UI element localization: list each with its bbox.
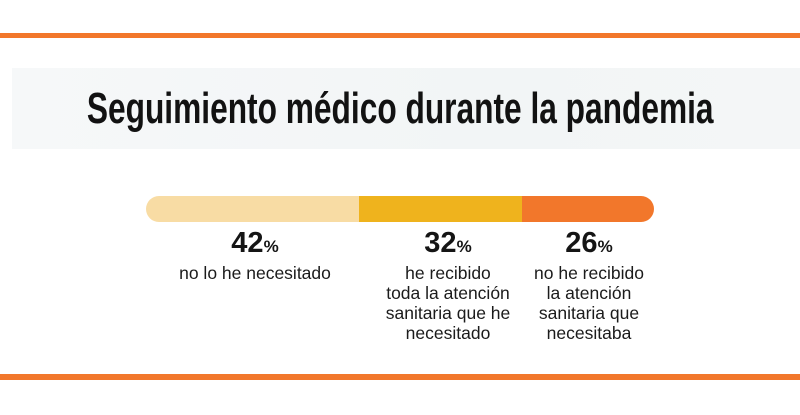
percent-sign: %: [456, 237, 472, 256]
bar-segment-recibido-atencion: [359, 196, 522, 222]
segment-description: no he recibido la atención sanitaria que…: [534, 263, 644, 343]
segment-description: no lo he necesitado: [179, 263, 331, 283]
percent-row: 26%: [534, 228, 644, 263]
percent-row: 42%: [179, 228, 331, 263]
percent-sign: %: [597, 237, 613, 256]
segment-label-group-2: 32% he recibido toda la atención sanitar…: [386, 228, 511, 343]
title-background-band: [12, 68, 800, 149]
stacked-bar: [146, 196, 654, 222]
bottom-accent-rule: [0, 374, 800, 380]
chart-title: Seguimiento médico durante la pandemia: [86, 83, 714, 133]
percent-value: 42: [231, 227, 264, 259]
percent-row: 32%: [386, 228, 511, 263]
segment-description: he recibido toda la atención sanitaria q…: [385, 263, 511, 343]
percent-value: 32: [424, 227, 457, 259]
top-accent-rule: [0, 33, 800, 38]
percent-value: 26: [565, 227, 598, 259]
bar-segment-no-recibido-atencion: [521, 196, 654, 222]
segment-label-group-1: 42% no lo he necesitado: [179, 228, 331, 283]
bar-segment-no-lo-he-necesitado: [146, 196, 360, 222]
percent-sign: %: [263, 237, 279, 256]
segment-label-group-3: 26% no he recibido la atención sanitaria…: [534, 228, 644, 343]
title-container: Seguimiento médico durante la pandemia: [0, 68, 800, 149]
